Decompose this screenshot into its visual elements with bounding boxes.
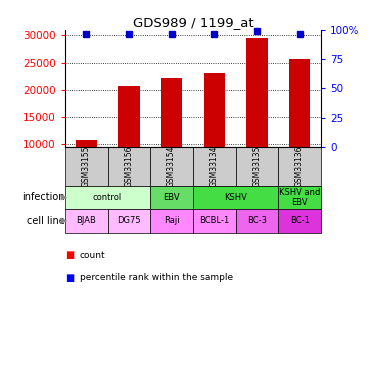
Bar: [161, 78, 182, 147]
Bar: [278, 186, 321, 209]
Text: infection: infection: [22, 192, 65, 202]
Text: BJAB: BJAB: [76, 216, 96, 225]
Bar: [193, 186, 278, 209]
Text: ■: ■: [65, 250, 74, 260]
Bar: [193, 209, 236, 232]
Bar: [246, 38, 267, 147]
Text: GSM33135: GSM33135: [252, 146, 262, 187]
Text: GSM33136: GSM33136: [295, 146, 304, 187]
Bar: [289, 59, 310, 147]
Bar: [150, 186, 193, 209]
Text: KSHV: KSHV: [224, 193, 247, 202]
Bar: [193, 147, 236, 186]
Bar: [204, 74, 225, 147]
Bar: [108, 209, 150, 232]
Bar: [150, 147, 193, 186]
Text: BC-3: BC-3: [247, 216, 267, 225]
Bar: [278, 147, 321, 186]
Bar: [65, 186, 150, 209]
Text: percentile rank within the sample: percentile rank within the sample: [80, 273, 233, 282]
Text: ■: ■: [65, 273, 74, 282]
Text: count: count: [80, 251, 105, 260]
Text: EBV: EBV: [163, 193, 180, 202]
Text: BC-1: BC-1: [290, 216, 309, 225]
Text: Raji: Raji: [164, 216, 180, 225]
Bar: [150, 209, 193, 232]
Title: GDS989 / 1199_at: GDS989 / 1199_at: [132, 16, 253, 29]
Text: GSM33134: GSM33134: [210, 146, 219, 187]
Text: control: control: [93, 193, 122, 202]
Text: DG75: DG75: [117, 216, 141, 225]
Bar: [236, 209, 278, 232]
Bar: [118, 86, 139, 147]
Text: GSM33156: GSM33156: [124, 146, 134, 187]
Bar: [65, 209, 108, 232]
Text: GSM33155: GSM33155: [82, 146, 91, 187]
Text: KSHV and
EBV: KSHV and EBV: [279, 188, 320, 207]
Bar: [236, 147, 278, 186]
Bar: [278, 209, 321, 232]
Text: GSM33154: GSM33154: [167, 146, 176, 187]
Bar: [76, 140, 97, 147]
Text: cell line: cell line: [27, 216, 65, 226]
Text: BCBL-1: BCBL-1: [199, 216, 229, 225]
Bar: [108, 147, 150, 186]
Bar: [65, 147, 108, 186]
